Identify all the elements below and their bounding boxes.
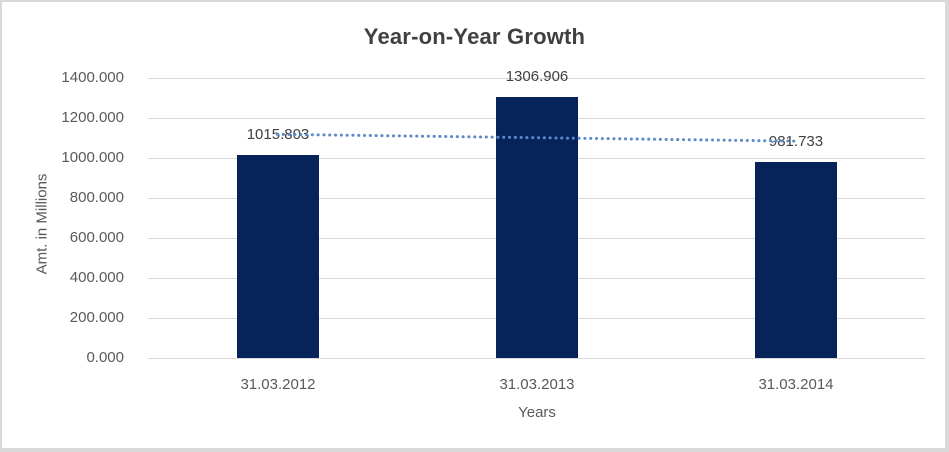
bar-value-label: 981.733 <box>768 133 824 150</box>
y-tick-label: 1200.000 <box>61 109 124 126</box>
y-tick-label: 200.000 <box>69 309 124 326</box>
bar-31.03.2014 <box>755 162 837 358</box>
bar-value-label: 1015.803 <box>246 126 310 143</box>
chart-title: Year-on-Year Growth <box>363 24 586 49</box>
plot-area: 1015.803 1306.906 981.733 <box>148 68 925 359</box>
x-category-label: 31.03.2014 <box>758 376 834 393</box>
bar-31.03.2012 <box>237 155 319 358</box>
y-tick-label: 400.000 <box>69 269 124 286</box>
y-tick-label: 1400.000 <box>61 69 124 86</box>
bar-31.03.2013 <box>496 97 578 358</box>
y-tick-label: 800.000 <box>69 189 124 206</box>
x-category-label: 31.03.2012 <box>240 376 316 393</box>
y-tick-label: 0.000 <box>86 349 124 366</box>
bar-value-label: 1306.906 <box>505 68 569 85</box>
gridline <box>148 78 925 79</box>
gridline <box>148 358 925 359</box>
x-axis-title: Years <box>518 404 556 421</box>
x-category-label: 31.03.2013 <box>499 376 575 393</box>
y-tick-label: 600.000 <box>69 229 124 246</box>
y-tick-label: 1000.000 <box>61 149 124 166</box>
